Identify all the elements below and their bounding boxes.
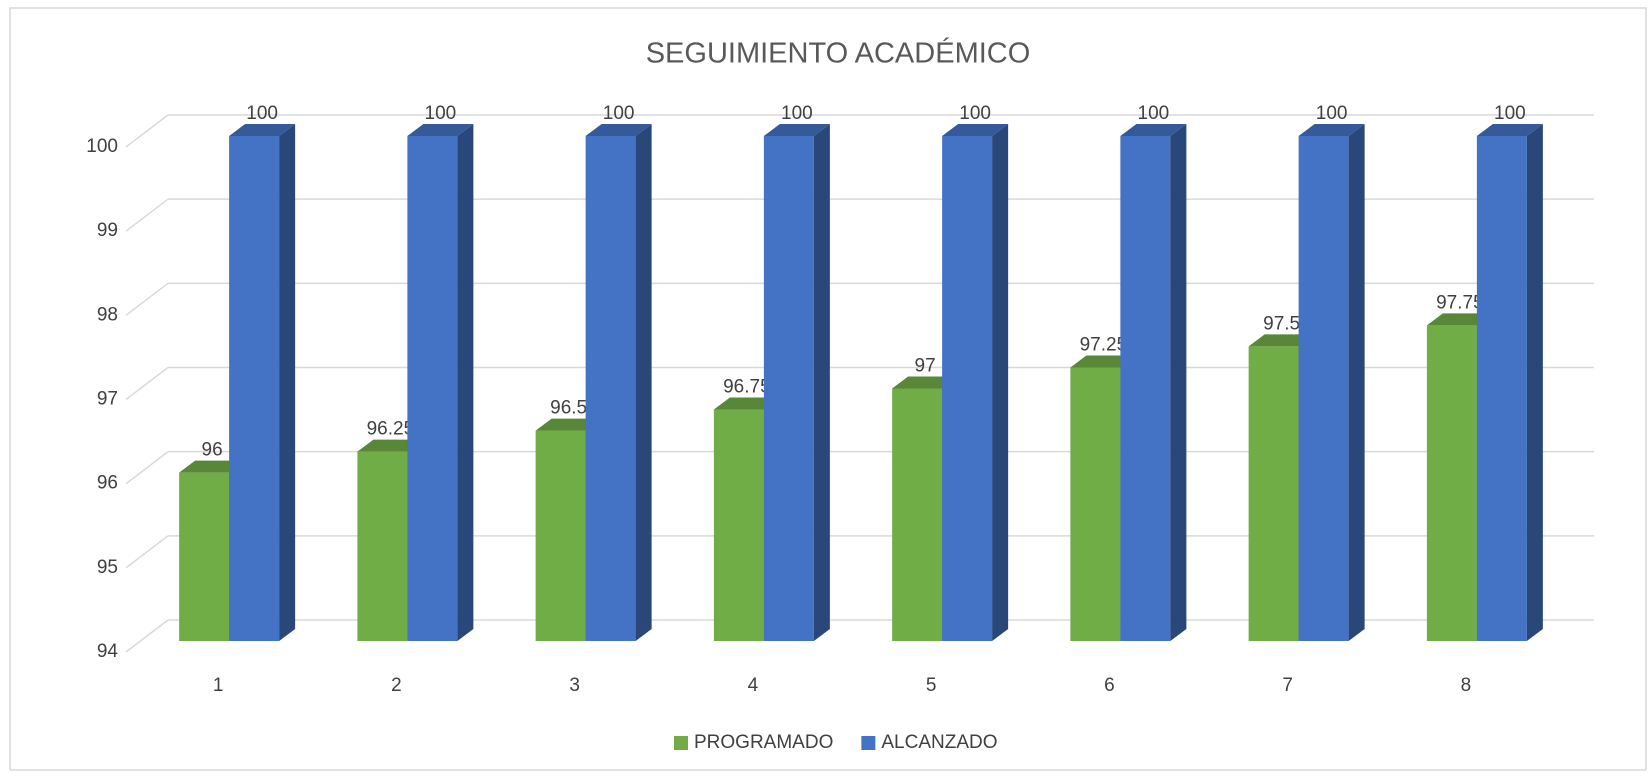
bar-top [407,124,474,136]
data-label: 100 [246,103,278,124]
bar-top [1298,124,1365,136]
data-label: 100 [781,103,813,124]
x-tick-label: 5 [926,675,937,696]
bar-3d [585,124,652,641]
data-label: 97.75 [1436,292,1484,313]
data-label: 100 [425,103,457,124]
bar [892,388,943,641]
bar-side [992,124,1009,641]
legend-label: ALCANZADO [881,732,997,753]
bar [1476,136,1527,641]
bar-top [1070,355,1137,368]
bar-3d [229,124,296,641]
bar [585,136,636,641]
bar-top [357,439,424,452]
x-tick-label: 4 [748,675,759,696]
y-tick-label: 99 [97,220,118,241]
x-tick-label: 8 [1461,675,1472,696]
y-tick-label: 98 [97,304,118,325]
bar [357,451,408,641]
grid-line-side [125,366,169,401]
x-tick-label: 1 [213,675,224,696]
y-tick-label: 94 [97,641,119,662]
legend-swatch [674,736,688,750]
data-label: 96 [202,440,223,461]
bar [1120,136,1171,641]
bar-3d [407,124,474,641]
bar [713,409,764,641]
grid-line-side [125,282,169,316]
bar [407,136,458,641]
data-label: 100 [1138,103,1170,124]
bar-top [942,124,1009,136]
y-tick-label: 100 [86,136,118,157]
grid-line-side [125,619,169,653]
bar-top [713,397,780,410]
y-tick-label: 95 [97,557,118,578]
grid-line-side [125,451,169,485]
bar [229,136,280,641]
legend-swatch [861,736,876,750]
x-tick-label: 7 [1282,675,1293,696]
bar-top [229,124,296,136]
data-label: 96.75 [723,377,771,398]
bar-top [1476,124,1543,136]
data-label: 100 [1316,103,1348,124]
data-label: 97.25 [1080,334,1128,355]
bar-side [635,124,652,641]
data-label: 100 [1494,103,1526,124]
data-label: 100 [603,103,635,124]
y-tick-label: 96 [97,473,118,494]
bar-top [1426,313,1493,326]
bar-top [179,460,246,473]
x-tick-label: 2 [391,675,402,696]
bar-top [763,124,830,136]
bar [1298,136,1349,641]
bar-side [457,124,474,641]
bar-side [1526,124,1543,641]
data-label: 96.5 [550,398,587,419]
bar-side [1170,124,1187,641]
chart-title: SEGUIMIENTO ACADÉMICO [646,37,1031,70]
bar-side [279,124,296,641]
bar-3d [1120,124,1187,641]
grid-line-side [125,198,169,232]
data-label: 100 [959,103,991,124]
bar [1426,325,1477,641]
bar-3d [1476,124,1543,641]
bar-top [1248,334,1315,347]
bar [535,430,586,641]
bar-top [585,124,652,136]
bar-side [1348,124,1365,641]
data-label: 96.25 [367,419,415,440]
data-label: 97.5 [1263,313,1300,334]
x-tick-label: 6 [1104,675,1115,696]
bar [1070,367,1121,641]
x-tick-label: 3 [569,675,580,696]
bar-side [813,124,830,641]
bar-top [892,376,959,389]
grid-line-side [125,535,169,569]
bar [179,472,230,641]
grid-line-side [125,114,169,148]
y-tick-label: 97 [97,389,118,410]
bar [763,136,814,641]
bar-3d [1298,124,1365,641]
legend-label: PROGRAMADO [694,732,833,753]
bar [942,136,993,641]
bar [1248,346,1299,641]
data-label: 97 [915,356,936,377]
bar-top [1120,124,1187,136]
bar-top [535,418,602,431]
bar-3d [942,124,1009,641]
bar-3d [763,124,830,641]
